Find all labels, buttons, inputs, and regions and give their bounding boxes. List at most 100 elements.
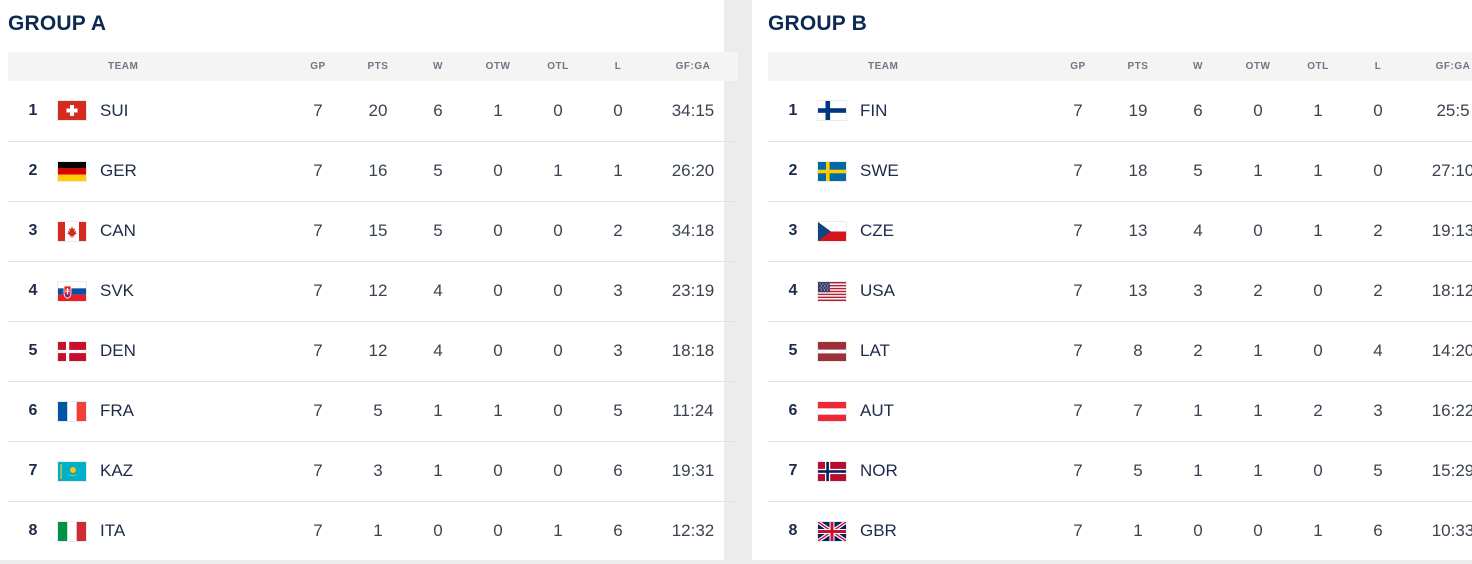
otl-cell: 0 <box>553 221 563 240</box>
pts-cell: 18 <box>1128 161 1148 180</box>
rank-cell: 1 <box>28 101 38 119</box>
gfga-cell: 27:10 <box>1431 161 1472 180</box>
otw-cell: 2 <box>1253 281 1263 300</box>
gp-cell: 7 <box>1073 161 1083 180</box>
rank-cell: 8 <box>28 522 38 540</box>
team-info[interactable]: ITA <box>58 521 288 541</box>
team-code[interactable]: DEN <box>100 341 136 360</box>
team-code[interactable]: CZE <box>860 221 894 240</box>
group-title: GROUP B <box>768 12 868 35</box>
team-code[interactable]: ITA <box>100 521 126 541</box>
team-cell[interactable]: FIN <box>818 81 1048 141</box>
table-row[interactable]: 1 FIN 7 19 6 0 1 0 25:5 <box>768 81 1472 141</box>
team-cell[interactable]: CAN <box>58 201 288 261</box>
otl-cell: 0 <box>1313 461 1323 480</box>
team-cell[interactable]: CZE <box>818 201 1048 261</box>
team-cell[interactable]: KAZ <box>58 441 288 501</box>
rank-cell: 7 <box>28 462 38 479</box>
team-cell[interactable]: GER <box>58 141 288 201</box>
france-flag-icon <box>58 401 86 421</box>
otw-cell: 0 <box>493 341 503 360</box>
team-code[interactable]: FIN <box>860 100 888 120</box>
table-row[interactable]: 2 SWE 7 18 5 1 1 0 27:10 <box>768 141 1472 201</box>
team-info[interactable]: SWE <box>818 161 1048 181</box>
team-code[interactable]: KAZ <box>100 461 134 480</box>
team-code[interactable]: AUT <box>860 401 894 420</box>
table-row[interactable]: 3 CAN 7 15 5 0 0 2 34:18 <box>8 201 738 261</box>
team-cell[interactable]: LAT <box>818 321 1048 381</box>
team-info[interactable]: LAT <box>818 341 1048 361</box>
team-info[interactable]: FIN <box>818 101 1048 121</box>
gp-cell: 7 <box>1073 341 1083 360</box>
table-row[interactable]: 6 AUT 7 7 1 1 2 3 16:22 <box>768 381 1472 441</box>
table-row[interactable]: 7 NOR 7 5 1 1 0 5 15:29 <box>768 441 1472 501</box>
team-cell[interactable]: NOR <box>818 441 1048 501</box>
table-row[interactable]: 7 KAZ 7 3 1 0 0 6 19:31 <box>8 441 738 501</box>
team-info[interactable]: CZE <box>818 221 1048 241</box>
w-header: W <box>1193 61 1203 72</box>
team-info[interactable]: KAZ <box>58 461 288 481</box>
table-row[interactable]: 6 FRA 7 5 1 1 0 5 11:24 <box>8 381 738 441</box>
team-cell[interactable]: AUT <box>818 381 1048 441</box>
rank-cell: 3 <box>28 222 38 239</box>
table-row[interactable]: 4 USA 7 13 3 2 0 2 18:12 <box>768 261 1472 321</box>
team-cell[interactable]: SVK <box>58 261 288 321</box>
table-row[interactable]: 2 GER 7 16 5 0 1 1 26:20 <box>8 141 738 201</box>
table-row[interactable]: 5 LAT 7 8 2 1 0 4 14:20 <box>768 321 1472 381</box>
rank-cell: 7 <box>788 462 798 479</box>
gfga-cell: 10:33 <box>1431 521 1472 541</box>
table-row[interactable]: 3 CZE 7 13 4 0 1 2 19:13 <box>768 201 1472 261</box>
team-info[interactable]: SVK <box>58 281 288 301</box>
team-cell[interactable]: SWE <box>818 141 1048 201</box>
otw-cell: 0 <box>1253 521 1263 541</box>
team-code[interactable]: SUI <box>100 100 129 120</box>
team-code[interactable]: FRA <box>100 401 134 420</box>
team-code[interactable]: SVK <box>100 281 135 300</box>
table-row[interactable]: 8 ITA 7 1 0 0 1 6 12:32 <box>8 501 738 561</box>
pts-cell: 1 <box>1133 521 1143 541</box>
team-info[interactable]: NOR <box>818 461 1048 481</box>
team-cell[interactable]: FRA <box>58 381 288 441</box>
team-info[interactable]: GBR <box>818 521 1048 541</box>
otw-header: OTW <box>1245 61 1271 72</box>
otl-header: OTL <box>547 61 569 72</box>
team-code[interactable]: LAT <box>860 341 890 360</box>
l-cell: 0 <box>613 100 623 120</box>
group-a-panel: GROUP A TEAM GP PTS W OTW OTL L GF:GA <box>0 0 738 560</box>
gp-cell: 7 <box>1073 221 1083 240</box>
l-cell: 1 <box>613 161 623 180</box>
team-cell[interactable]: ITA <box>58 501 288 561</box>
team-info[interactable]: GER <box>58 161 288 181</box>
table-row[interactable]: 1 SUI 7 20 6 1 0 0 34:15 <box>8 81 738 141</box>
gfga-cell: 23:19 <box>671 281 715 300</box>
team-code[interactable]: GBR <box>860 521 897 541</box>
team-cell[interactable]: SUI <box>58 81 288 141</box>
team-code[interactable]: NOR <box>860 461 898 480</box>
team-info[interactable]: CAN <box>58 221 288 241</box>
team-info[interactable]: AUT <box>818 401 1048 421</box>
gp-cell: 7 <box>1073 281 1083 300</box>
team-info[interactable]: FRA <box>58 401 288 421</box>
team-code[interactable]: GER <box>100 161 137 180</box>
otw-cell: 1 <box>493 100 503 120</box>
team-info[interactable]: DEN <box>58 341 288 361</box>
team-code[interactable]: USA <box>860 281 895 300</box>
czechia-flag-icon <box>818 221 846 241</box>
otl-cell: 2 <box>1313 401 1323 420</box>
w-cell: 6 <box>433 100 443 120</box>
otw-cell: 0 <box>1253 100 1263 120</box>
team-cell[interactable]: GBR <box>818 501 1048 561</box>
team-code[interactable]: CAN <box>100 221 136 240</box>
table-row[interactable]: 4 SVK 7 12 4 0 0 3 23:19 <box>8 261 738 321</box>
team-cell[interactable]: DEN <box>58 321 288 381</box>
otl-cell: 0 <box>553 341 563 360</box>
team-cell[interactable]: USA <box>818 261 1048 321</box>
team-info[interactable]: USA <box>818 281 1048 301</box>
table-row[interactable]: 8 GBR 7 1 0 0 1 6 10:33 <box>768 501 1472 561</box>
team-info[interactable]: SUI <box>58 101 288 121</box>
pts-cell: 15 <box>368 221 388 240</box>
table-row[interactable]: 5 DEN 7 12 4 0 0 3 18:18 <box>8 321 738 381</box>
rank-cell: 8 <box>788 522 798 540</box>
team-code[interactable]: SWE <box>860 161 899 180</box>
